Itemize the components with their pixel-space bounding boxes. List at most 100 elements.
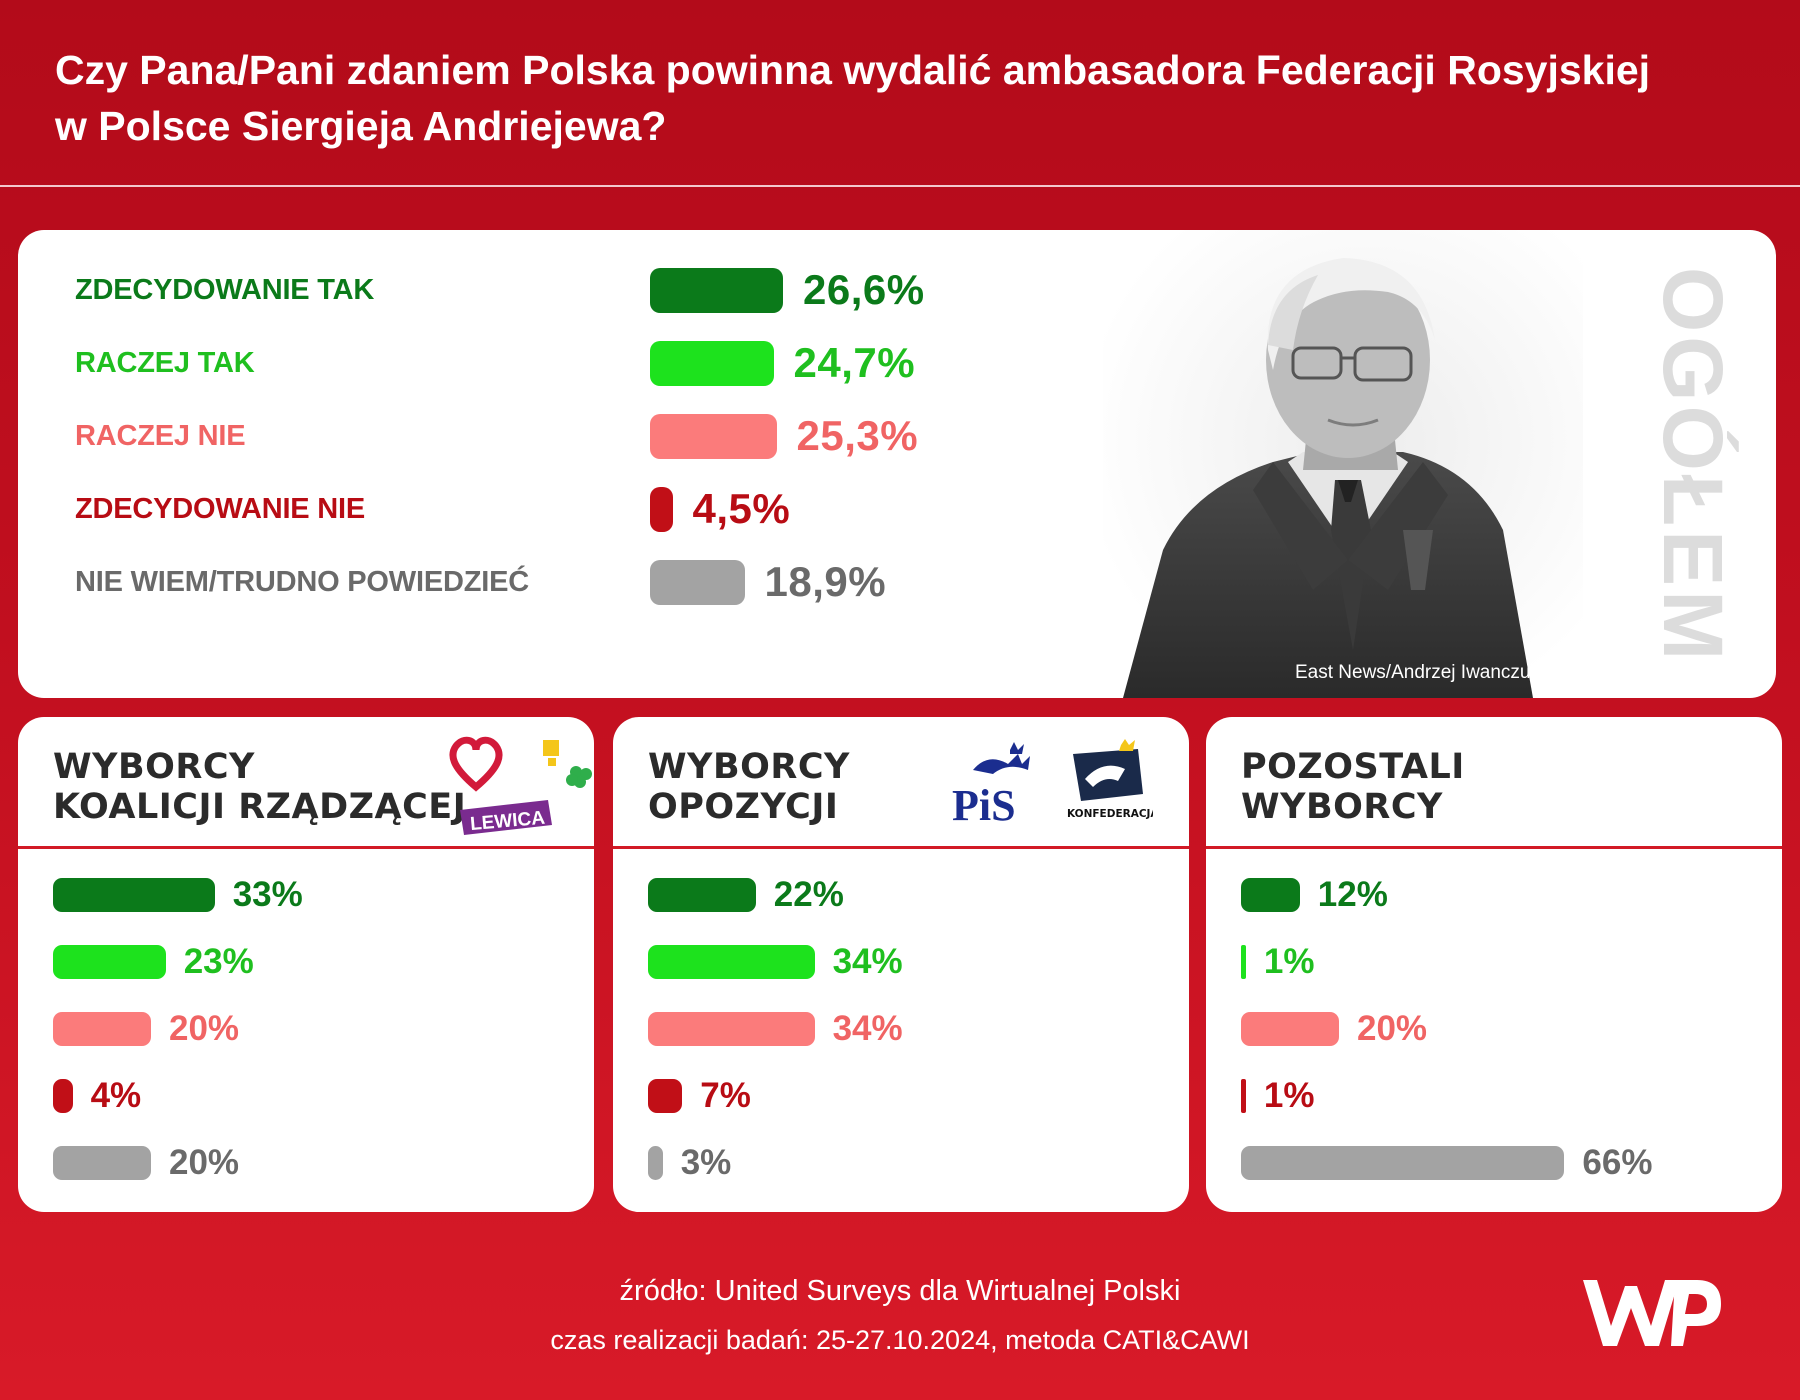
value-label: 1% [1263, 1076, 1315, 1115]
bar [648, 1079, 683, 1113]
group-row-strongly-no: 7% [613, 1071, 1189, 1121]
group-row-strongly-yes: 33% [18, 870, 594, 920]
bar [648, 878, 756, 912]
pis-logo-text: PiS [952, 781, 1016, 827]
value-label: 20% [169, 1009, 240, 1048]
page-title: Czy Pana/Pani zdaniem Polska powinna wyd… [55, 42, 1755, 154]
overall-row-rather-yes: RACZEJ TAK 24,7% [18, 333, 998, 393]
konfederacja-logo-text: KONFEDERACJA [1067, 808, 1153, 820]
value-label: 4,5% [692, 485, 791, 532]
group-divider [613, 846, 1189, 849]
group-title-line-1: POZOSTALI [1241, 747, 1465, 787]
group-title-line-2: OPOZYCJI [648, 787, 839, 827]
eagle-icon [1085, 765, 1125, 787]
value-label: 33% [232, 875, 303, 914]
lewica-logo: LEWICA [460, 800, 552, 835]
category-label: RACZEJ NIE [75, 420, 246, 452]
group-row-strongly-yes: 12% [1206, 870, 1782, 920]
bar [53, 1079, 73, 1113]
value-label: 66% [1582, 1143, 1653, 1182]
bar [1241, 1146, 1565, 1180]
category-label: NIE WIEM/TRUDNO POWIEDZIEĆ [75, 566, 529, 598]
value-label: 4% [90, 1076, 142, 1115]
value-label: 34% [832, 942, 903, 981]
bar [53, 945, 166, 979]
value-label: 20% [1357, 1009, 1428, 1048]
bar [650, 268, 783, 313]
bar [650, 414, 777, 459]
group-row-rather-no: 34% [613, 1004, 1189, 1054]
overall-row-strongly-yes: ZDECYDOWANIE TAK 26,6% [18, 260, 998, 320]
value-label: 7% [700, 1076, 751, 1115]
group-row-dont-know: 66% [1206, 1138, 1782, 1188]
group-title-opposition: WYBORCY OPOZYCJI [648, 747, 850, 827]
category-label: RACZEJ TAK [75, 347, 255, 379]
group-row-rather-no: 20% [1206, 1004, 1782, 1054]
group-card-opposition: WYBORCY OPOZYCJI PiS KONFEDERACJA 22% 34%… [613, 717, 1189, 1212]
bar [1241, 1079, 1246, 1113]
value-label: 12% [1317, 875, 1388, 914]
heart-icon [449, 736, 503, 792]
bar [650, 560, 745, 605]
group-card-others: POZOSTALI WYBORCY 12% 1% 20% 1% 66% [1206, 717, 1782, 1212]
bar [650, 341, 774, 386]
group-row-rather-yes: 34% [613, 937, 1189, 987]
value-label: 22% [773, 875, 844, 914]
bar [1241, 878, 1300, 912]
overall-side-label: OGÓŁEM [1647, 266, 1741, 663]
title-divider [0, 185, 1800, 187]
value-label: 34% [832, 1009, 903, 1048]
value-label: 23% [183, 942, 254, 981]
trzecia-droga-logo [543, 740, 592, 788]
bar [1241, 945, 1246, 979]
overall-card: ZDECYDOWANIE TAK 26,6% RACZEJ TAK 24,7% RACZ… [18, 230, 1776, 698]
bar [650, 487, 673, 532]
value-label: 1% [1263, 942, 1315, 981]
value-label: 26,6% [803, 266, 925, 313]
group-title-line-1: WYBORCY [648, 747, 850, 787]
value-label: 3% [680, 1143, 732, 1182]
group-divider [1206, 846, 1782, 849]
overall-row-rather-no: RACZEJ NIE 25,3% [18, 406, 998, 466]
group-title-line-2: KOALICJI RZĄDZĄCEJ [53, 787, 467, 827]
group-card-coalition: WYBORCY KOALICJI RZĄDZĄCEJ LEWICA 33% 23%… [18, 717, 594, 1212]
bar [53, 1012, 151, 1046]
bar [648, 1146, 663, 1180]
overall-side-label-text: OGÓŁEM [1646, 266, 1741, 664]
method-text: czas realizacji badań: 25-27.10.2024, me… [550, 1325, 1250, 1355]
overall-row-strongly-no: ZDECYDOWANIE NIE 4,5% [18, 479, 998, 539]
value-label: 24,7% [793, 339, 916, 386]
group-row-strongly-no: 1% [1206, 1071, 1782, 1121]
konfederacja-logo: KONFEDERACJA [1067, 739, 1153, 820]
bar [648, 945, 815, 979]
title-line-2: w Polsce Siergieja Andriejewa? [55, 103, 667, 149]
bar [648, 1012, 815, 1046]
group-row-dont-know: 20% [18, 1138, 594, 1188]
bar [1241, 1012, 1339, 1046]
group-title-line-2: WYBORCY [1241, 787, 1443, 827]
value-label: 20% [169, 1143, 240, 1182]
photo-credit: East News/Andrzej Iwanczuk [1295, 662, 1540, 683]
value-label: 25,3% [796, 412, 919, 459]
eagle-icon [973, 754, 1030, 774]
pis-logo: PiS [952, 742, 1030, 827]
group-title-coalition: WYBORCY KOALICJI RZĄDZĄCEJ [53, 747, 466, 827]
source-text: źródło: United Surveys dla Wirtualnej Po… [619, 1275, 1181, 1307]
category-label: ZDECYDOWANIE TAK [75, 274, 375, 306]
group-row-rather-yes: 23% [18, 937, 594, 987]
group-row-dont-know: 3% [613, 1138, 1189, 1188]
group-row-strongly-yes: 22% [613, 870, 1189, 920]
value-label: 18,9% [764, 558, 887, 605]
group-row-rather-no: 20% [18, 1004, 594, 1054]
category-label: ZDECYDOWANIE NIE [75, 493, 366, 525]
bar [53, 878, 215, 912]
coalition-logos: LEWICA [449, 736, 592, 835]
group-title-others: POZOSTALI WYBORCY [1241, 747, 1465, 827]
wp-logo [1583, 1280, 1721, 1346]
group-divider [18, 846, 594, 849]
group-title-line-1: WYBORCY [53, 747, 255, 787]
group-row-strongly-no: 4% [18, 1071, 594, 1121]
overall-row-dont-know: NIE WIEM/TRUDNO POWIEDZIEĆ 18,9% [18, 552, 998, 612]
ambassador-photo [1103, 230, 1583, 698]
group-row-rather-yes: 1% [1206, 937, 1782, 987]
